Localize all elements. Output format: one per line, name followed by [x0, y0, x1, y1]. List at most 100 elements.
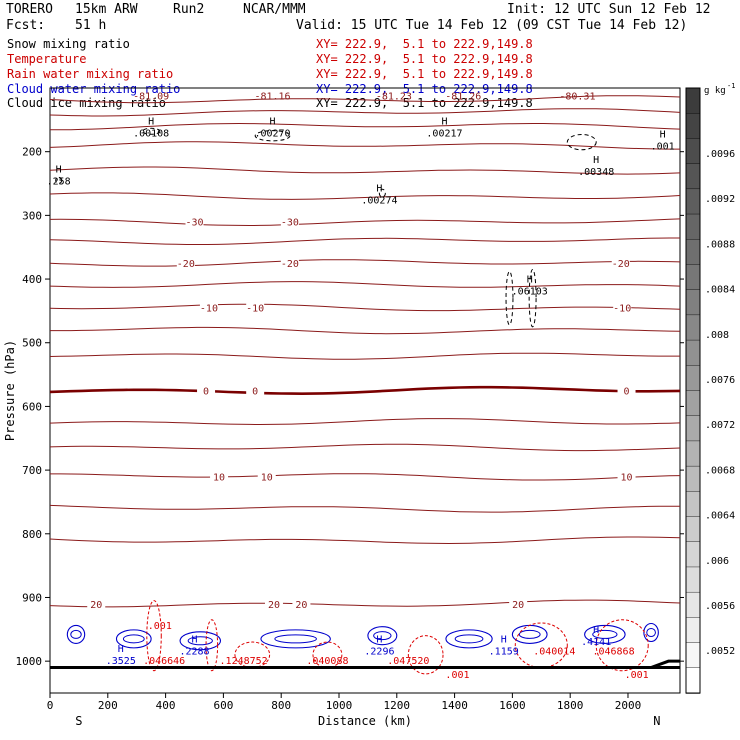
legend-snow-label: Snow mixing ratio [7, 37, 130, 51]
y-tick-label-7: 900 [22, 591, 42, 604]
snow-max-h-2: H [441, 117, 447, 128]
snow-max-label-5: .00274 [361, 195, 397, 206]
isotherm-label: -10 [200, 304, 218, 315]
isotherm-label-bg [197, 385, 216, 396]
colorbar-cell [685, 163, 701, 190]
isotherm-label-bg [617, 471, 636, 482]
rain-label-7: .046868 [592, 647, 634, 658]
model-run: Run2 [173, 2, 205, 17]
isotherm-label-bg [210, 471, 229, 482]
isotherm-0 [49, 95, 681, 104]
colorbar-cell [685, 617, 701, 644]
contour-labels: -81.09 -81.16 -81.23 -81.26 -80.31H.00108H.0… [47, 92, 675, 682]
isotherm-1 [49, 108, 681, 117]
temperature-contours: -30 -30 -20 -20 -20 -10 -10 -10 0 0 0 10 10 10 20 20 20 2… [49, 95, 681, 611]
legend-temperature-label: Temperature [7, 52, 87, 66]
isotherm-17 [49, 504, 680, 513]
rain-contour-5 [234, 641, 271, 669]
y-tick-label-1: 300 [22, 209, 42, 222]
colorbar-frame [685, 87, 701, 694]
colorbar-units: g kg [704, 86, 726, 96]
snow-contour-6 [55, 176, 63, 184]
forecast-hour: 51 h [75, 18, 107, 33]
snow-max-h-1: H [270, 117, 276, 128]
cloud-water-contour-8 [643, 622, 659, 643]
cloud-water-contour-7 [584, 624, 626, 644]
colorbar-units-exp: -1 [727, 82, 735, 90]
legend-cloud-water-xy: XY= 222.9, 5.1 to 222.9,149.8 [316, 82, 533, 96]
x-tick-label-5: 1000 [326, 699, 353, 712]
terrain-rise [650, 659, 680, 669]
colorbar-cell [685, 264, 701, 291]
isotherm-label: 10 [261, 472, 273, 483]
cloud-water-h-2: H [376, 635, 382, 646]
colorbar-tick-7: .0068 [705, 465, 735, 476]
colorbar-tick-11: .0052 [705, 646, 735, 657]
colorbar-tick-5: .0076 [705, 375, 735, 386]
y-tick-label-4: 600 [22, 400, 42, 413]
isotherm-7 [49, 237, 680, 245]
x-tick-label-4: 800 [271, 699, 291, 712]
legend-rain-xy: XY= 222.9, 5.1 to 222.9,149.8 [316, 67, 533, 81]
model-name: TORERO [6, 2, 53, 17]
cloud-water-inner-0 [70, 629, 82, 639]
colorbar-tick-1: .0092 [705, 194, 735, 205]
x-tick-label-2: 400 [156, 699, 176, 712]
isotherm-label: -10 [246, 304, 264, 315]
isotherm-label-bg [509, 598, 528, 609]
legend-cloud-ice-label: Cloud ice mixing ratio [7, 96, 166, 110]
colorbar-tick-0: .0096 [705, 149, 735, 160]
snow-max-h-6: H [56, 164, 62, 175]
isotherm-label-bg [613, 302, 632, 313]
isotherm-label-bg [246, 385, 265, 396]
snow-contour-3 [378, 188, 386, 198]
rain-label-4: .047520 [387, 656, 429, 667]
cloud-water-label-3: .1159 [489, 647, 519, 658]
isotherm-label-bg [185, 216, 204, 227]
colorbar-cell [685, 516, 701, 543]
x-tick-label-6: 1200 [384, 699, 411, 712]
snow-max-h-0: H [148, 117, 154, 128]
colorbar-cell [685, 415, 701, 442]
snow-max-h-7: H [527, 275, 533, 286]
colorbar-cell [685, 591, 701, 619]
colorbar-tick-6: .0072 [705, 420, 735, 431]
snow-max-label-0: .00108 [133, 129, 169, 140]
legend-temperature-xy: XY= 222.9, 5.1 to 222.9,149.8 [316, 52, 533, 66]
cloud-water-inner-6 [518, 629, 541, 639]
isotherm-12 [49, 352, 680, 360]
upper-label-4: -80.31 [559, 92, 595, 103]
x-axis-label: Distance (km) [318, 714, 412, 728]
y-tick-label-0: 200 [22, 146, 42, 159]
colorbar-cell [685, 138, 701, 165]
isotherm-label: 10 [621, 472, 633, 483]
colorbar-cell [685, 339, 701, 366]
colorbar-tick-8: .0064 [705, 511, 735, 522]
isotherm-8 [49, 259, 681, 267]
snow-contour-1 [141, 127, 161, 135]
isotherm-5 [49, 192, 681, 200]
cloud-water-inner-3 [274, 634, 317, 644]
rain-contour-2 [407, 635, 444, 675]
isotherm-label-bg [257, 471, 276, 482]
cloud-water-label-4: .4141 [581, 637, 611, 648]
y-axis-label: Pressure (hPa) [3, 340, 17, 441]
isotherm-3 [49, 141, 680, 150]
x-tick-label-7: 1400 [441, 699, 468, 712]
isotherm-label-bg [280, 258, 299, 269]
cloud-water-contour-6 [511, 624, 548, 644]
init-time: Init: 12 UTC Sun 12 Feb 12 [507, 2, 711, 17]
cloud-water-contours [66, 622, 659, 651]
colorbar-tick-9: .006 [705, 556, 729, 567]
cloud-water-inner-1 [122, 634, 145, 644]
cloud-water-inner-2 [187, 636, 213, 646]
isotherm-4 [49, 166, 681, 175]
isotherm-label: -10 [613, 304, 631, 315]
cloud-water-contour-2 [179, 631, 222, 651]
isotherm-label: 20 [512, 600, 524, 611]
isotherm-2 [50, 122, 681, 131]
isotherm-label: 0 [203, 387, 209, 398]
rain-contour-1 [205, 619, 219, 672]
rain-label-0: .046646 [143, 656, 185, 667]
